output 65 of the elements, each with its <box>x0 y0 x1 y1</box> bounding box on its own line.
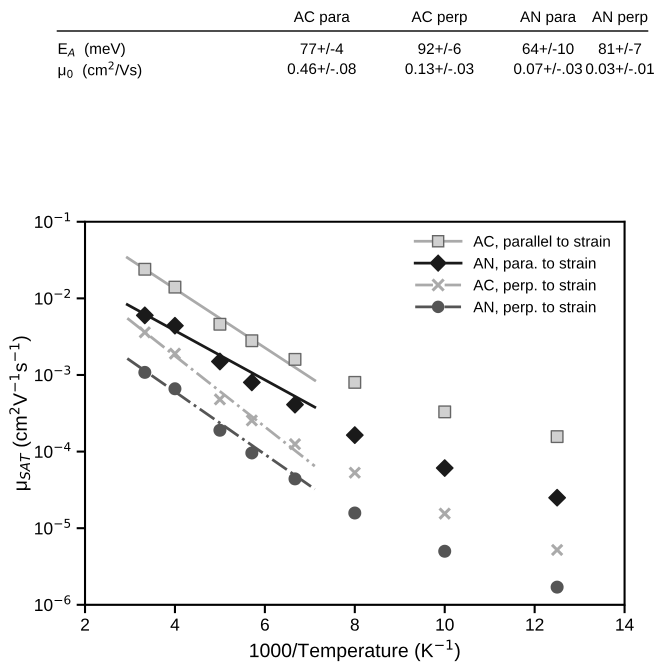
text: 0.03+/-.01 <box>586 62 654 74</box>
y-tick-label: 10$^{−3}$ <box>35 365 70 382</box>
text: μ$_{SAT}$ (cm$^{2}$V$^{−1}$s$^{−1}$) <box>9 336 31 490</box>
x-tick-label: 12 <box>526 618 544 631</box>
point <box>245 414 259 428</box>
point <box>550 580 564 594</box>
text: 81+/-7 <box>598 42 642 54</box>
point <box>245 446 258 460</box>
point <box>210 352 229 370</box>
text: AN perp <box>592 11 648 26</box>
point <box>288 437 302 451</box>
y-tick-label: 10$^{−4}$ <box>35 442 71 458</box>
point <box>550 430 564 444</box>
x-tick-label: 4 <box>170 618 180 631</box>
point <box>242 373 261 392</box>
point <box>436 459 454 477</box>
text: 0.07+/-.03 <box>514 62 582 74</box>
point <box>286 396 304 414</box>
point <box>168 346 182 360</box>
point <box>213 424 226 437</box>
legend-label: AN, perp. to strain <box>473 301 596 316</box>
y-tick-label: 10$^{−1}$ <box>35 212 70 228</box>
x-tick-label: 14 <box>616 618 634 631</box>
legend-label: AN, para. to strain <box>473 257 596 272</box>
y-tick-label: 10$^{−2}$ <box>35 288 70 305</box>
point <box>245 334 258 348</box>
x-tick-label: 2 <box>81 618 89 631</box>
point <box>213 392 227 406</box>
point <box>168 382 182 396</box>
text: E$_{A}$ (meV) <box>58 42 125 58</box>
point <box>348 506 362 520</box>
point <box>288 352 302 366</box>
text: AN para <box>520 11 576 26</box>
point <box>346 426 364 444</box>
x-tick-label: 10 <box>436 618 454 631</box>
text: 0.46+/-.08 <box>288 62 356 74</box>
legend-label: AC, perp. to strain <box>473 279 596 294</box>
text: AC para <box>294 11 350 26</box>
point <box>166 316 184 335</box>
text: 92+/-6 <box>418 42 461 54</box>
text: 64+/-10 <box>522 42 574 54</box>
y-tick-label: 10$^{−6}$ <box>35 595 70 612</box>
text: μ$_{0}$ (cm$^{2}$/Vs) <box>58 61 142 78</box>
x-axis-title: 1000/Temperature (K$^{−1}$) <box>250 640 460 662</box>
point <box>138 366 152 379</box>
point <box>548 488 566 507</box>
text: 0.13+/-.03 <box>405 62 474 74</box>
point <box>138 326 152 340</box>
point <box>288 472 302 486</box>
text: AC perp <box>411 11 467 26</box>
x-tick-label: 6 <box>260 618 269 631</box>
text: 77+/-4 <box>300 42 344 54</box>
x-tick-label: 8 <box>350 618 359 631</box>
point <box>348 376 362 389</box>
point <box>168 280 182 294</box>
point <box>438 405 452 418</box>
legend-label: AC, parallel to strain <box>473 236 610 250</box>
point <box>213 318 226 331</box>
y-tick-label: 10$^{−5}$ <box>35 518 70 535</box>
point <box>550 543 564 557</box>
point <box>136 306 154 324</box>
point <box>348 466 362 480</box>
point <box>138 262 152 276</box>
point <box>438 506 452 520</box>
point <box>438 544 452 558</box>
